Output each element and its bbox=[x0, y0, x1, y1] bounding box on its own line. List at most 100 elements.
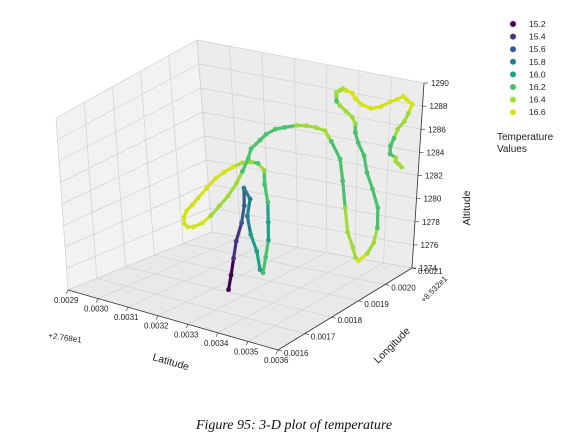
data-point bbox=[240, 160, 245, 165]
data-point bbox=[338, 157, 343, 162]
data-point bbox=[226, 287, 231, 292]
z-tick-label: 1276 bbox=[421, 241, 439, 250]
data-point bbox=[365, 251, 370, 256]
data-point bbox=[314, 125, 319, 130]
data-point bbox=[353, 121, 358, 126]
data-point bbox=[266, 238, 271, 243]
data-point bbox=[399, 165, 404, 170]
data-point bbox=[395, 97, 400, 102]
data-point bbox=[304, 123, 309, 128]
y-offset-label: +8.532e1 bbox=[419, 274, 450, 305]
y-tick-label: 0.0018 bbox=[338, 316, 363, 325]
data-point bbox=[404, 97, 409, 102]
y-tick-mark bbox=[332, 317, 336, 318]
data-point bbox=[182, 215, 187, 220]
data-point bbox=[196, 196, 201, 201]
data-point bbox=[375, 206, 380, 211]
z-tick-label: 1286 bbox=[428, 125, 446, 134]
z-tick-label: 1290 bbox=[431, 79, 449, 88]
y-tick-mark bbox=[305, 334, 309, 335]
x-tick-label: 0.0031 bbox=[114, 313, 139, 322]
y-tick-label: 0.0017 bbox=[311, 333, 336, 342]
legend-label: 16.2 bbox=[529, 82, 546, 92]
x-tick-mark bbox=[96, 299, 98, 303]
data-point bbox=[258, 138, 263, 143]
data-point bbox=[231, 256, 236, 261]
data-point bbox=[231, 164, 236, 169]
data-point bbox=[248, 197, 253, 202]
data-point bbox=[388, 143, 393, 148]
legend-title-line: Temperature bbox=[497, 132, 553, 144]
x-tick-label: 0.0029 bbox=[54, 296, 79, 305]
data-point bbox=[213, 176, 218, 181]
legend-title: Temperature Values bbox=[497, 132, 553, 156]
data-point bbox=[255, 161, 260, 166]
legend-label: 15.2 bbox=[529, 19, 546, 29]
data-point bbox=[402, 119, 407, 124]
data-point bbox=[378, 104, 383, 109]
x-tick-mark bbox=[156, 316, 158, 320]
legend-label: 16.0 bbox=[529, 69, 546, 79]
data-point bbox=[254, 249, 259, 254]
data-point bbox=[351, 245, 356, 250]
data-point bbox=[337, 103, 342, 108]
data-point bbox=[242, 203, 247, 208]
data-point bbox=[369, 106, 374, 111]
data-point bbox=[323, 128, 328, 133]
y-tick-label: 0.0016 bbox=[284, 349, 309, 358]
x-tick-mark bbox=[276, 350, 278, 354]
x-tick-label: 0.0034 bbox=[204, 339, 229, 348]
data-point bbox=[217, 203, 222, 208]
z-tick-label: 1282 bbox=[425, 172, 443, 181]
z-axis-label: Altitude bbox=[461, 190, 473, 225]
data-point bbox=[248, 232, 253, 237]
data-point bbox=[184, 208, 189, 213]
data-point bbox=[240, 169, 245, 174]
x-tick-label: 0.0032 bbox=[144, 322, 169, 331]
data-point bbox=[263, 255, 268, 260]
data-point bbox=[295, 123, 300, 128]
x-tick-mark bbox=[246, 341, 248, 345]
data-point bbox=[249, 146, 254, 151]
z-tick-label: 1280 bbox=[424, 195, 442, 204]
data-point bbox=[226, 194, 231, 199]
data-point bbox=[365, 170, 370, 175]
legend: 15.2 15.4 15.6 15.8 16.0 16.2 16.4 16.6 bbox=[510, 19, 546, 117]
data-point bbox=[370, 187, 375, 192]
z-tick-label: 1284 bbox=[427, 148, 445, 157]
legend-marker bbox=[510, 21, 516, 27]
data-point bbox=[343, 205, 348, 210]
data-point bbox=[245, 214, 250, 219]
data-point bbox=[362, 153, 367, 158]
data-point bbox=[239, 220, 244, 225]
legend-marker bbox=[510, 97, 516, 103]
data-point bbox=[265, 200, 270, 205]
figure-caption: Figure 95: 3-D plot of temperature bbox=[0, 418, 588, 434]
x-offset-label: +2.768e1 bbox=[48, 331, 83, 345]
data-point bbox=[264, 132, 269, 137]
data-point bbox=[329, 139, 334, 144]
data-point bbox=[371, 240, 376, 245]
data-point bbox=[190, 203, 195, 208]
data-point bbox=[350, 115, 355, 120]
data-point bbox=[191, 225, 196, 230]
data-point bbox=[356, 258, 361, 263]
x-tick-label: 0.0030 bbox=[84, 305, 109, 314]
data-point bbox=[388, 99, 393, 104]
y-tick-label: 0.0020 bbox=[391, 283, 416, 292]
legend-marker bbox=[510, 59, 516, 65]
z-tick-label: 1274 bbox=[419, 264, 437, 273]
data-point bbox=[234, 239, 239, 244]
y-tick-label: 0.0019 bbox=[364, 300, 389, 309]
data-point bbox=[410, 102, 415, 107]
data-point bbox=[388, 152, 393, 157]
legend-marker bbox=[510, 46, 516, 52]
data-point bbox=[222, 170, 227, 175]
data-point bbox=[200, 221, 205, 226]
data-point bbox=[344, 109, 349, 114]
legend-label: 15.6 bbox=[529, 44, 546, 54]
data-point bbox=[246, 156, 251, 161]
data-point bbox=[229, 273, 234, 278]
data-point bbox=[356, 140, 361, 145]
